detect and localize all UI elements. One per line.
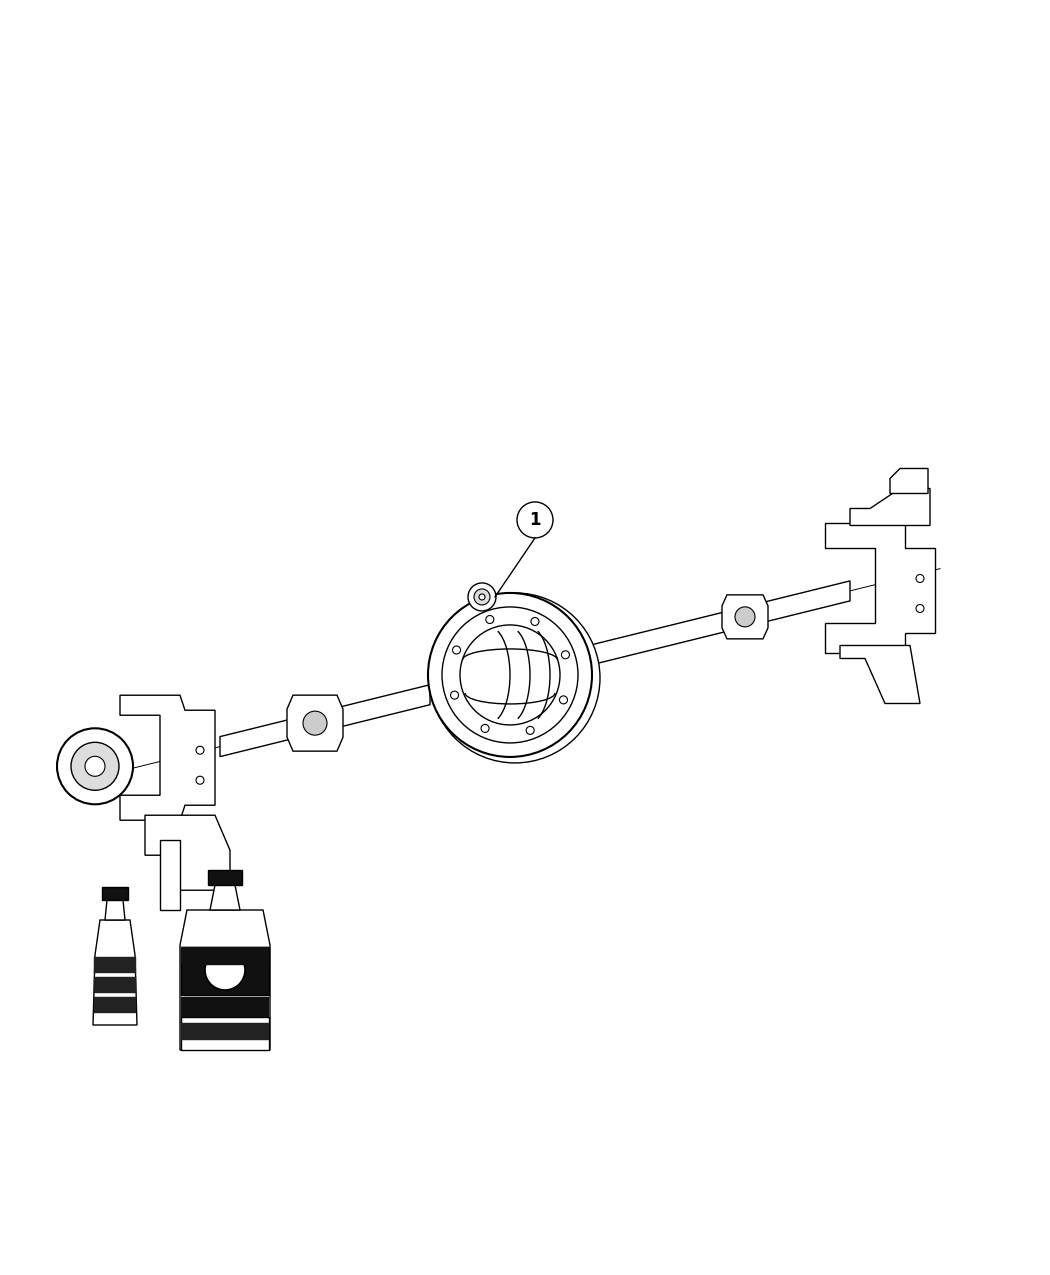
Polygon shape [181,1017,269,1051]
Polygon shape [181,947,269,965]
Polygon shape [94,997,136,1014]
Circle shape [71,742,119,790]
Circle shape [57,728,133,805]
Circle shape [430,593,600,762]
Circle shape [481,724,489,732]
Circle shape [196,746,204,755]
Polygon shape [840,645,920,704]
Circle shape [474,589,490,604]
Polygon shape [94,958,136,973]
Circle shape [562,650,569,659]
Circle shape [479,594,485,601]
Circle shape [486,616,494,623]
Polygon shape [825,524,934,654]
Circle shape [735,607,755,627]
Circle shape [531,617,539,626]
Polygon shape [105,900,125,921]
Circle shape [85,756,105,776]
Circle shape [453,646,461,654]
Polygon shape [890,468,928,493]
Circle shape [560,696,567,704]
Polygon shape [180,910,270,1051]
Polygon shape [94,977,136,993]
Polygon shape [120,695,215,820]
Polygon shape [102,887,128,900]
Circle shape [442,607,578,743]
Polygon shape [145,815,230,890]
Circle shape [205,950,245,989]
Polygon shape [93,921,136,1025]
Polygon shape [210,885,240,910]
Polygon shape [722,595,768,639]
Polygon shape [287,695,343,751]
Polygon shape [850,488,930,525]
Circle shape [468,583,496,611]
Circle shape [303,711,327,736]
Polygon shape [181,997,269,1017]
Polygon shape [181,947,269,995]
Circle shape [916,604,924,612]
Polygon shape [208,870,242,885]
Polygon shape [160,840,180,910]
Circle shape [460,625,560,725]
Circle shape [428,593,592,757]
Circle shape [450,691,459,699]
Text: 1: 1 [529,511,541,529]
Circle shape [526,727,534,734]
Circle shape [916,575,924,583]
Polygon shape [220,685,430,756]
Polygon shape [590,581,850,666]
Polygon shape [181,1023,269,1040]
Circle shape [196,776,204,784]
Circle shape [517,502,553,538]
